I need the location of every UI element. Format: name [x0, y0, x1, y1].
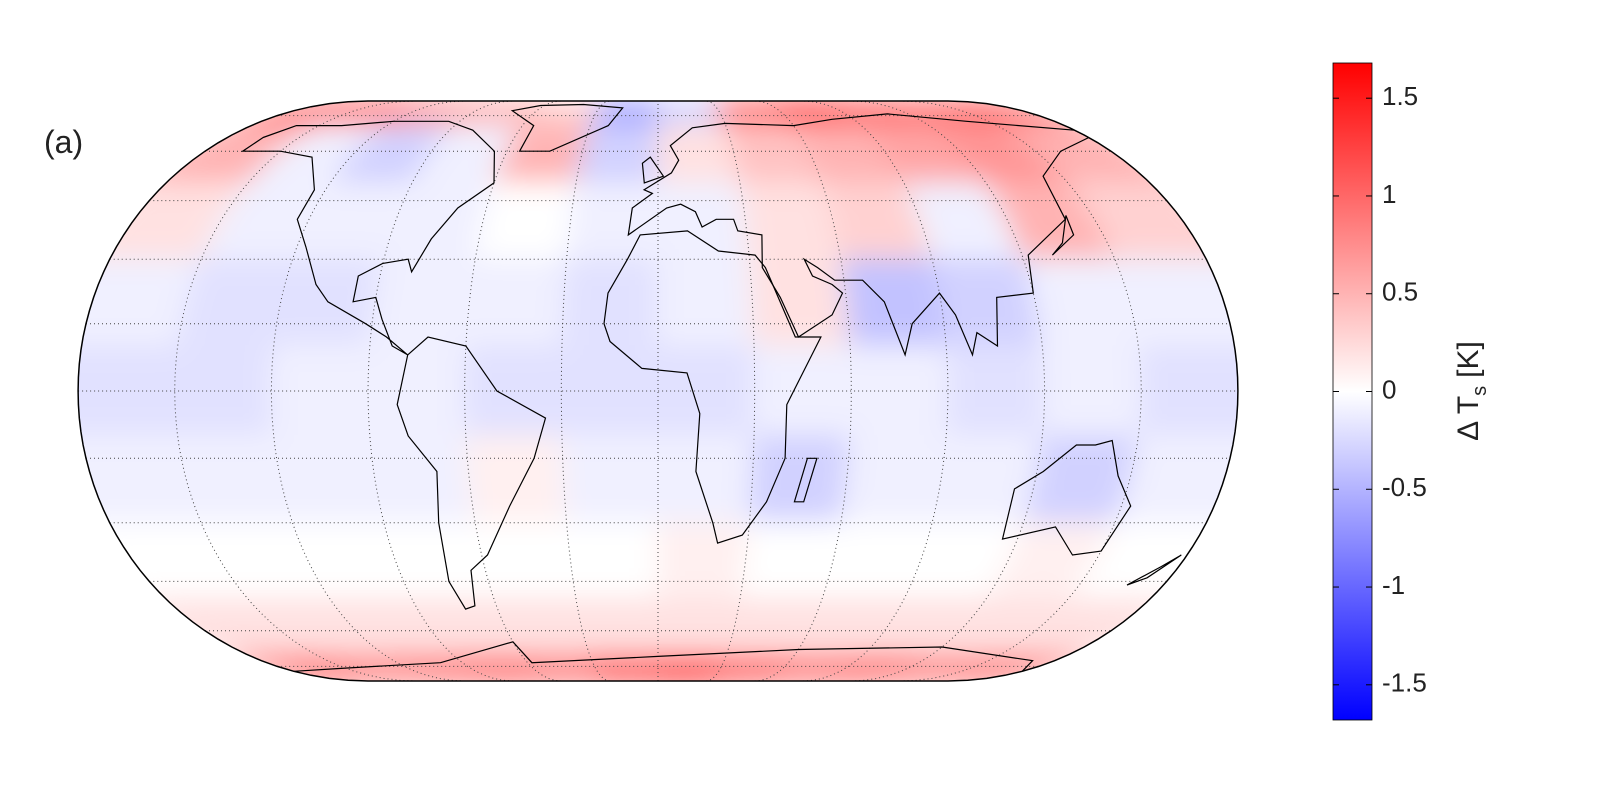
meridian	[464, 101, 562, 681]
field-cell	[945, 345, 1046, 437]
colorbar-ticks: -1.5 -1 -0.5 0 0.5 1 1.5	[1333, 81, 1427, 698]
coastline	[627, 113, 1091, 357]
coastline	[793, 457, 818, 503]
coastline	[1051, 215, 1075, 256]
colorbar-label-subscript: s	[1469, 386, 1491, 396]
coastline	[1001, 439, 1132, 556]
coastline	[396, 336, 547, 610]
field-cell	[1113, 258, 1238, 347]
field-cell	[1113, 435, 1238, 524]
field-cell	[464, 435, 568, 524]
meridian	[560, 101, 610, 681]
field-cell	[272, 435, 386, 524]
field-cell	[657, 181, 751, 261]
meridian	[706, 101, 756, 681]
colorbar-tick-label: -1.5	[1382, 668, 1427, 698]
coastline	[510, 103, 624, 152]
colorbar-label: Δ Ts [K]	[1452, 341, 1491, 441]
field-cell	[474, 521, 578, 601]
coastline	[293, 641, 1034, 672]
field-cell	[839, 435, 948, 524]
coastline	[603, 230, 822, 544]
colorbar-tick-label: 0	[1382, 374, 1396, 404]
colorbar-label-unit: [K]	[1452, 341, 1485, 378]
meridian	[754, 101, 852, 681]
field-cell	[565, 181, 659, 261]
graticule	[78, 101, 1238, 681]
colorbar-tick-label: -1	[1382, 570, 1405, 600]
field-cell	[560, 435, 659, 524]
coastline	[240, 120, 496, 356]
field-cell	[748, 435, 852, 524]
coastline	[1126, 554, 1182, 586]
field-cell	[657, 598, 742, 658]
field-cell	[657, 521, 751, 601]
field-cell	[464, 258, 568, 347]
field-cell	[474, 181, 578, 261]
colorbar-tick-label: 1	[1382, 179, 1396, 209]
field-cell	[560, 258, 659, 347]
field-cell	[560, 345, 659, 437]
field-cell	[1137, 345, 1238, 437]
colorbar-label-text: Δ T	[1452, 396, 1485, 441]
field-cell	[78, 345, 179, 437]
field-cell	[368, 435, 477, 524]
coastline	[641, 156, 665, 184]
field-cell	[574, 598, 659, 658]
field-cell	[78, 258, 203, 347]
field-cell	[368, 258, 477, 347]
map-area	[78, 101, 1238, 681]
panel-label: (a)	[44, 124, 83, 160]
field-cell	[657, 435, 756, 524]
field-cell	[78, 435, 203, 524]
colorbar-tick-label: 0.5	[1382, 277, 1418, 307]
field-cell	[565, 521, 659, 601]
colorbar-tick-label: -0.5	[1382, 472, 1427, 502]
colorbar	[1332, 62, 1373, 721]
colorbar-tick-label: 1.5	[1382, 81, 1418, 111]
field-cell	[463, 345, 563, 437]
field-cell	[657, 124, 742, 184]
field-cell	[657, 258, 756, 347]
coastlines	[240, 103, 1182, 672]
map-outline	[77, 100, 1239, 682]
field-cell	[930, 258, 1044, 347]
field-cell	[930, 435, 1044, 524]
